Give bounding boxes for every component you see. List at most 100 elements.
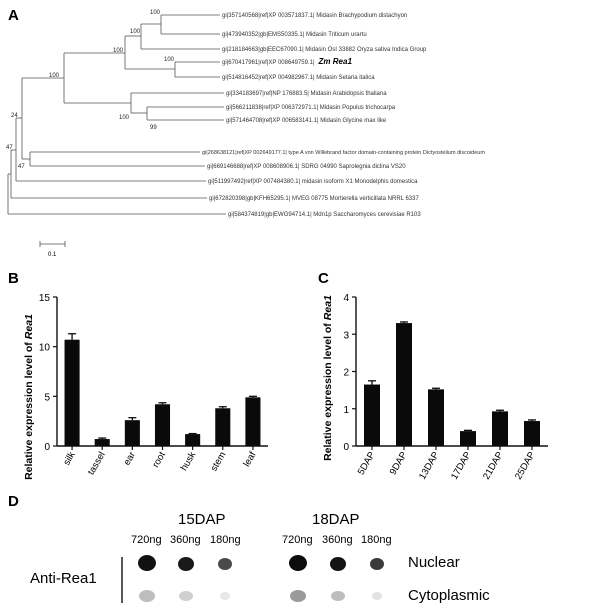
bar-tassel xyxy=(94,439,110,446)
x-tick-label: 25DAP xyxy=(513,450,538,482)
blot-dot-cytoplasmic xyxy=(179,591,193,601)
row-label-nuclear: Nuclear xyxy=(408,554,460,571)
bar-chart-tissues: Relative expression level of Rea1 0 5 10 15 s… xyxy=(23,293,268,480)
leaf-label: gi|669146688|ref|XP 008608906.1| SDRG 04… xyxy=(207,164,406,170)
bar-stem xyxy=(215,408,231,446)
phylogenetic-tree xyxy=(7,14,226,247)
amount-label: 360ng xyxy=(322,534,353,546)
leaf-label: gi|268638121|ref|XP 002649177.1| type A … xyxy=(202,150,485,156)
row-label-cytoplasmic: Cytoplasmic xyxy=(408,587,490,604)
leaf-label: gi|218184663|gb|EEC67090.1| Midasin OsI … xyxy=(222,47,427,53)
amount-label: 360ng xyxy=(170,534,201,546)
blot-group-title-18dap: 18DAP xyxy=(312,511,360,528)
x-tick-label: husk xyxy=(179,450,199,473)
amount-label: 720ng xyxy=(131,534,162,546)
bootstrap-value: 100 xyxy=(119,115,130,121)
x-tick-label: 13DAP xyxy=(417,450,442,482)
leaf-label: gi|514816452|ref|XP 004982967.1| Midasin… xyxy=(222,75,375,81)
antibody-label: Anti-Rea1 xyxy=(30,570,97,587)
blot-dot-nuclear xyxy=(218,558,232,570)
bar-9DAP xyxy=(396,323,412,446)
bootstrap-values: 100 100 100 100 100 99 100 24 47 47 xyxy=(6,10,175,170)
amount-label: 180ng xyxy=(210,534,241,546)
x-tick-label: tassel xyxy=(86,450,108,477)
panel-label-d: D xyxy=(8,493,19,510)
panel-label-a: A xyxy=(8,7,19,24)
y-tick-label: 0 xyxy=(44,442,50,453)
panel-label-c: C xyxy=(318,270,329,287)
y-tick-label: 2 xyxy=(343,368,349,379)
amount-label: 720ng xyxy=(282,534,313,546)
bar-17DAP xyxy=(460,431,476,446)
bootstrap-value: 100 xyxy=(164,57,175,63)
blot-dot-nuclear xyxy=(289,555,307,571)
leaf-label-zm-rea1: gi|670417961|ref|XP 008649759.1| Zm Rea1 xyxy=(222,57,352,66)
x-tick-label: 17DAP xyxy=(449,450,474,482)
bar-ear xyxy=(124,420,140,446)
leaf-label: gi|672820398|gb|KFH65295.1| MVEG 08775 M… xyxy=(209,196,419,202)
blot-dot-cytoplasmic xyxy=(290,590,306,602)
blot-dot-cytoplasmic xyxy=(331,591,345,601)
x-tick-label: ear xyxy=(122,450,138,467)
x-tick-label: leaf xyxy=(241,450,258,469)
tree-leaf-labels: gi|357140568|ref|XP 003571837.1| Midasin… xyxy=(202,13,485,218)
leaf-label-id: gi|670417961|ref|XP 008649759.1| xyxy=(222,60,315,66)
blot-dot-nuclear xyxy=(370,558,384,570)
bootstrap-value: 100 xyxy=(113,48,124,54)
blot-dot-nuclear xyxy=(330,557,346,571)
panel-label-b: B xyxy=(8,270,19,287)
leaf-label: gi|511997492|ref|XP 007484380.1| midasin… xyxy=(208,179,418,185)
y-axis-label-gene: Rea1 xyxy=(322,295,334,320)
y-tick-label: 4 xyxy=(343,293,349,304)
x-tick-label: silk xyxy=(61,450,78,468)
bar-leaf xyxy=(245,397,261,446)
leaf-label: gi|334183697|ref|NP 176883.5| Midasin Ar… xyxy=(226,91,387,97)
blot-dot-cytoplasmic xyxy=(139,590,155,602)
bar-husk xyxy=(185,434,201,446)
blot-group-title-15dap: 15DAP xyxy=(178,511,226,528)
x-tick-label: stem xyxy=(209,450,229,473)
bar-25DAP xyxy=(524,421,540,446)
scale-bar-label: 0.1 xyxy=(48,252,57,258)
y-axis-label-text: Relative expression level of xyxy=(322,323,334,461)
y-tick-label: 15 xyxy=(39,293,51,304)
leaf-label: gi|584374819|gb|EWG94714.1| Mdn1p Saccha… xyxy=(228,212,421,218)
bar-root xyxy=(154,404,171,446)
bootstrap-value: 99 xyxy=(150,125,157,131)
y-tick-label: 1 xyxy=(343,405,349,416)
leaf-label-highlight: Zm Rea1 xyxy=(318,57,353,66)
y-axis-label-text: Relative expression level of xyxy=(23,342,35,480)
x-tick-label: 9DAP xyxy=(388,450,410,477)
bar-silk xyxy=(64,339,80,446)
blot-dot-cytoplasmic xyxy=(372,592,382,600)
leaf-label: gi|357140568|ref|XP 003571837.1| Midasin… xyxy=(222,13,407,19)
bootstrap-value: 100 xyxy=(49,73,60,79)
x-tick-label: 21DAP xyxy=(481,450,506,482)
x-tick-label: root xyxy=(150,450,168,470)
leaf-label: gi|566211838|ref|XP 006372971.1| Midasin… xyxy=(226,105,396,111)
bar-5DAP xyxy=(364,384,380,446)
y-axis-label-gene: Rea1 xyxy=(23,314,35,339)
y-tick-label: 10 xyxy=(39,343,51,354)
x-tick-label: 5DAP xyxy=(356,450,378,477)
blot-dot-nuclear xyxy=(138,555,156,571)
blot-dot-cytoplasmic xyxy=(220,592,230,600)
y-tick-label: 3 xyxy=(343,330,349,341)
bootstrap-value: 100 xyxy=(130,29,141,35)
y-tick-label: 5 xyxy=(44,392,50,403)
leaf-label: gi|473940352|gb|EMS50335.1| Midasin Trit… xyxy=(222,32,367,38)
bar-13DAP xyxy=(428,389,444,446)
y-axis-label: Relative expression level of Rea1 xyxy=(322,295,334,461)
leaf-label: gi|571464708|ref|XP 006583141.1| Midasin… xyxy=(226,118,387,124)
amount-label: 180ng xyxy=(361,534,392,546)
dot-blot: 15DAP 18DAP 720ng 360ng 180ng 720ng 360n… xyxy=(30,511,490,604)
y-axis-label: Relative expression level of Rea1 xyxy=(23,314,35,480)
bootstrap-value: 100 xyxy=(150,10,161,16)
y-tick-label: 0 xyxy=(343,442,349,453)
bootstrap-value: 47 xyxy=(6,145,13,151)
bar-21DAP xyxy=(492,411,508,446)
bootstrap-value: 24 xyxy=(11,113,18,119)
bar-chart-development: Relative expression level of Rea1 0 1 2 3 4 5D… xyxy=(322,293,548,482)
blot-dot-nuclear xyxy=(178,557,194,571)
